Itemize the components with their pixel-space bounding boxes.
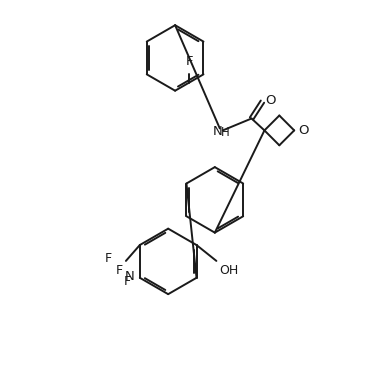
Text: F: F	[116, 264, 123, 277]
Text: F: F	[105, 252, 112, 265]
Text: OH: OH	[219, 264, 239, 277]
Text: O: O	[265, 94, 276, 107]
Text: N: N	[213, 125, 223, 138]
Text: O: O	[298, 124, 309, 137]
Text: F: F	[123, 275, 131, 288]
Text: H: H	[221, 126, 230, 139]
Text: F: F	[186, 54, 193, 68]
Text: N: N	[125, 270, 135, 283]
